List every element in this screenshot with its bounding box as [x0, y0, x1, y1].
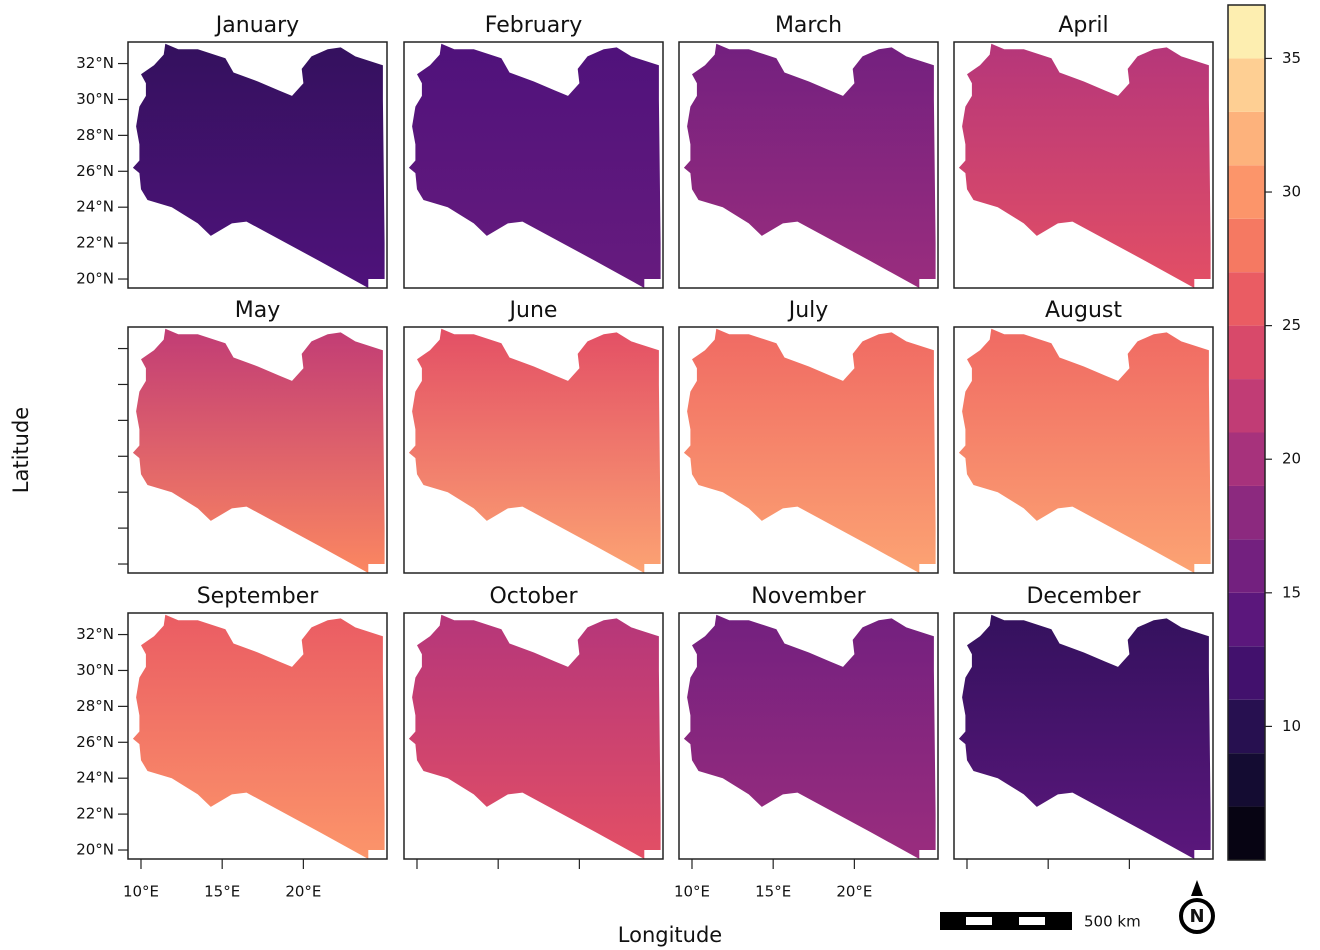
panel-frame	[127, 612, 388, 860]
panel-frame	[953, 326, 1214, 574]
panel-title: June	[508, 298, 558, 323]
colorbar-tick-label: 15	[1282, 583, 1301, 601]
temperature-field	[408, 328, 661, 573]
colorbar-band	[1228, 539, 1265, 593]
north-arrow-label: N	[1189, 906, 1204, 927]
colorbar-band	[1228, 218, 1265, 273]
lon-tick-label: 20°E	[836, 883, 872, 901]
panel-frame	[403, 41, 664, 289]
panel-title: October	[489, 584, 578, 609]
panel-frame	[678, 41, 939, 289]
colorbar-band	[1228, 806, 1265, 860]
colorbar-band	[1228, 753, 1265, 807]
panel-title: November	[751, 584, 866, 609]
colorbar-tick-label: 10	[1282, 717, 1301, 735]
panel-title: February	[485, 13, 583, 38]
north-arrow-head	[1191, 880, 1203, 896]
scale-bar-label: 500 km	[1084, 913, 1141, 931]
colorbar-band	[1228, 165, 1265, 219]
temperature-field	[683, 614, 936, 859]
colorbar-tick-label: 20	[1282, 450, 1301, 468]
panel-title: September	[197, 584, 320, 609]
temperature-field	[132, 328, 385, 573]
lat-tick-label: 22°N	[76, 805, 114, 823]
colorbar-frame	[1227, 4, 1266, 861]
panel-frame	[953, 41, 1214, 289]
panel-title: January	[214, 13, 299, 38]
lon-tick-label: 10°E	[123, 883, 159, 901]
lat-tick-label: 30°N	[76, 90, 114, 108]
panel-title: December	[1026, 584, 1141, 609]
north-arrow-ring	[1179, 898, 1215, 934]
scale-bar-segment	[966, 917, 992, 925]
panel-frame	[953, 612, 1214, 860]
colorbar-band	[1228, 432, 1265, 486]
lat-tick-label: 24°N	[76, 198, 114, 216]
colorbar-band	[1228, 272, 1265, 326]
temperature-field	[408, 614, 661, 859]
panel-frame	[127, 326, 388, 574]
panel-title: August	[1045, 298, 1122, 323]
temperature-field	[958, 43, 1211, 288]
panel-title: March	[775, 13, 842, 38]
lat-tick-label: 20°N	[76, 270, 114, 288]
panel-title: April	[1058, 13, 1108, 38]
colorbar-band	[1228, 699, 1265, 754]
lat-tick-label: 32°N	[76, 54, 114, 72]
panel-frame	[678, 612, 939, 860]
panel-title: May	[235, 298, 280, 323]
colorbar-band	[1228, 111, 1265, 166]
panel-frame	[403, 612, 664, 860]
north-arrow: N	[1179, 880, 1215, 934]
scale-bar-segment	[1019, 917, 1045, 925]
panel-frame	[403, 326, 664, 574]
lat-tick-label: 26°N	[76, 162, 114, 180]
temperature-field	[132, 43, 385, 288]
colorbar-band	[1228, 5, 1265, 59]
colorbar-band	[1228, 325, 1265, 380]
temperature-field	[958, 328, 1211, 573]
colorbar-tick-label: 30	[1282, 183, 1301, 201]
colorbar-band	[1228, 58, 1265, 112]
temperature-field	[132, 614, 385, 859]
lat-tick-label: 28°N	[76, 697, 114, 715]
scale-bar: 500 km	[940, 912, 1141, 931]
colorbar-band	[1228, 646, 1265, 700]
temperature-field	[683, 43, 936, 288]
lat-tick-label: 20°N	[76, 841, 114, 859]
colorbar-band	[1228, 592, 1265, 647]
panel-frame	[678, 326, 939, 574]
lat-tick-label: 22°N	[76, 234, 114, 252]
lat-tick-label: 30°N	[76, 661, 114, 679]
temperature-field	[683, 328, 936, 573]
panel-title: July	[787, 298, 829, 323]
colorbar-tick-label: 25	[1282, 316, 1301, 334]
lat-tick-label: 28°N	[76, 126, 114, 144]
temperature-field	[958, 614, 1211, 859]
panel-frame	[127, 41, 388, 289]
x-axis-title: Longitude	[618, 923, 722, 947]
lon-tick-label: 15°E	[204, 883, 240, 901]
scale-bar-body	[940, 912, 1072, 930]
lat-tick-label: 32°N	[76, 625, 114, 643]
temperature-field	[408, 43, 661, 288]
colorbar-band	[1228, 485, 1265, 540]
lat-tick-label: 26°N	[76, 733, 114, 751]
lon-tick-label: 15°E	[755, 883, 791, 901]
colorbar-tick-label: 35	[1282, 49, 1301, 67]
y-axis-title: Latitude	[9, 407, 33, 493]
lon-tick-label: 10°E	[674, 883, 710, 901]
lon-tick-label: 20°E	[285, 883, 321, 901]
lat-tick-label: 24°N	[76, 769, 114, 787]
colorbar-band	[1228, 379, 1265, 433]
